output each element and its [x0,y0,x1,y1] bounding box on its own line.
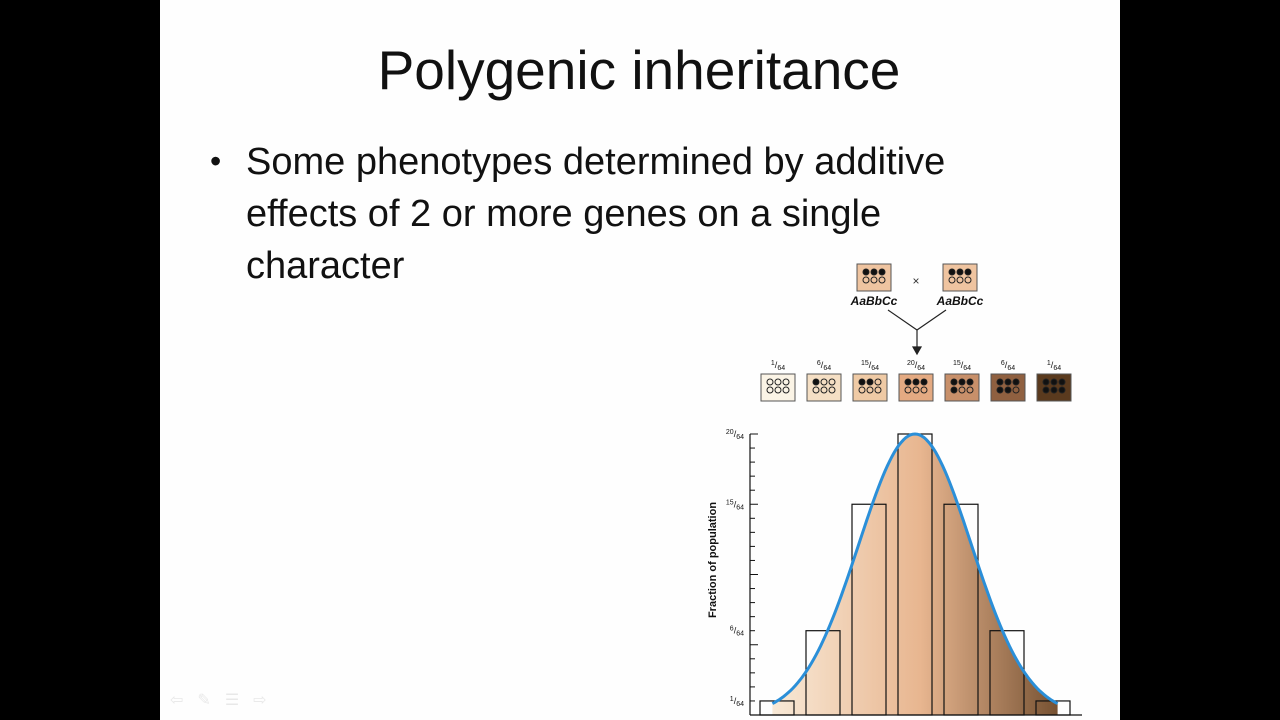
light-allele-dot [874,378,882,386]
genotype-box: 6/64 [990,360,1026,402]
genotype-box: 15/64 [852,360,888,402]
light-allele-dot [828,386,836,394]
parent-left-label: AaBbCc [850,294,898,308]
polygenic-figure: × AaBbCc AaBbCc 1/64 6/64 15/64 20/64 15/64 6… [707,263,1082,716]
light-allele-dot [878,276,886,284]
slide-title: Polygenic inheritance [377,39,901,101]
y-tick-label: 6/64 [730,626,744,638]
dark-allele-dot [958,378,966,386]
dark-allele-dot [812,378,820,386]
y-axis-label: Fraction of population [707,502,719,618]
genotype-box: 15/64 [944,360,980,402]
dark-allele-dot [870,268,878,276]
dark-allele-dot [1004,378,1012,386]
dark-allele-dot [866,378,874,386]
slide: Polygenic inheritance • Some phenotypes … [160,0,1120,720]
dark-allele-dot [1042,378,1050,386]
y-tick-label: 20/64 [726,429,744,441]
light-allele-dot [958,386,966,394]
genotype-frequency-label: 1/64 [1047,360,1061,372]
parent-right-label: AaBbCc [936,294,984,308]
dark-allele-dot [1058,386,1066,394]
next-arrow-icon[interactable]: ⇨ [253,692,267,709]
light-allele-dot [948,276,956,284]
prev-arrow-icon[interactable]: ⇦ [170,692,184,709]
light-allele-dot [904,386,912,394]
genotype-frequency-label: 1/64 [771,360,785,372]
dark-allele-dot [904,378,912,386]
cross-symbol: × [912,274,919,288]
light-allele-dot [782,378,790,386]
light-allele-dot [766,378,774,386]
dark-allele-dot [912,378,920,386]
light-allele-dot [782,386,790,394]
genotype-box: 1/64 [760,360,796,402]
parent-right-box [942,263,978,292]
parent-left-box [856,263,892,292]
light-allele-dot [956,276,964,284]
dark-allele-dot [862,268,870,276]
light-allele-dot [774,386,782,394]
dark-allele-dot [950,378,958,386]
light-allele-dot [820,386,828,394]
light-allele-dot [966,386,974,394]
dark-allele-dot [1050,378,1058,386]
chart-area: 1/64 6/64 15/64 20/64 Fraction of population [707,429,1082,716]
dark-allele-dot [858,378,866,386]
curve-fill-gradient [772,434,1058,715]
dark-allele-dot [1050,386,1058,394]
dark-allele-dot [1004,386,1012,394]
bullet-marker: • [210,143,222,179]
genotype-frequency-label: 15/64 [953,360,971,372]
y-tick-label: 15/64 [726,499,744,511]
dark-allele-dot [878,268,886,276]
dark-allele-dot [966,378,974,386]
y-tick-label: 1/64 [730,696,744,708]
light-allele-dot [1012,386,1020,394]
light-allele-dot [812,386,820,394]
light-allele-dot [870,276,878,284]
dark-allele-dot [996,378,1004,386]
light-allele-dot [820,378,828,386]
bullet-text: Some phenotypes determined by additive e… [246,141,946,287]
menu-icon[interactable]: ☰ [224,692,240,709]
light-allele-dot [920,386,928,394]
light-allele-dot [964,276,972,284]
genotype-box: 6/64 [806,360,842,402]
genotype-box: 20/64 [898,360,934,402]
genotype-frequency-label: 6/64 [1001,360,1015,372]
genotype-box: 1/64 [1036,360,1072,402]
dark-allele-dot [1012,378,1020,386]
light-allele-dot [828,378,836,386]
pen-icon[interactable]: ✎ [197,692,211,709]
slide-nav: ⇦ ✎ ☰ ⇨ [170,690,267,710]
genotype-frequency-label: 6/64 [817,360,831,372]
offspring-genotype-row: 1/64 6/64 15/64 20/64 15/64 6/64 1/64 [760,360,1072,402]
light-allele-dot [858,386,866,394]
genotype-frequency-label: 15/64 [861,360,879,372]
dark-allele-dot [920,378,928,386]
dark-allele-dot [956,268,964,276]
dark-allele-dot [950,386,958,394]
light-allele-dot [866,386,874,394]
light-allele-dot [874,386,882,394]
dark-allele-dot [1058,378,1066,386]
dark-allele-dot [996,386,1004,394]
light-allele-dot [774,378,782,386]
dark-allele-dot [1042,386,1050,394]
distribution-curve [771,432,1059,705]
light-allele-dot [912,386,920,394]
dark-allele-dot [948,268,956,276]
light-allele-dot [766,386,774,394]
cross-arrow [887,309,947,356]
genotype-frequency-label: 20/64 [907,360,925,372]
dark-allele-dot [964,268,972,276]
light-allele-dot [862,276,870,284]
